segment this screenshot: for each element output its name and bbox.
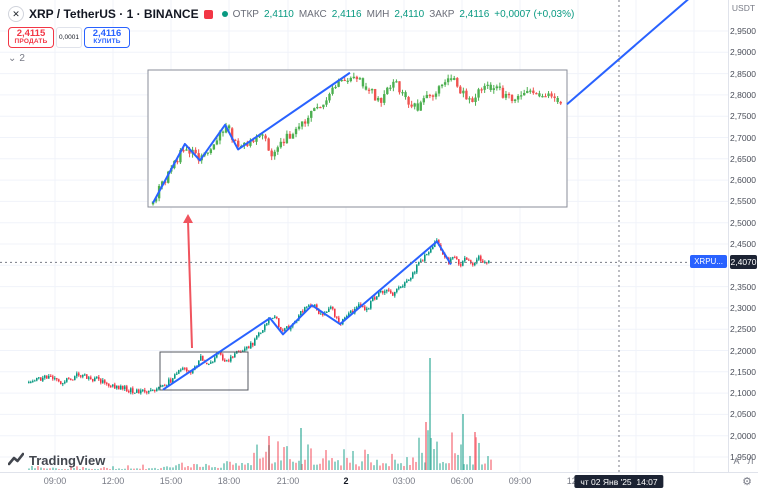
ohlc-close-value: 2,4116 (459, 8, 490, 20)
ohlc-row: ОТКР 2,4110 МАКС 2,4116 МИН 2,4110 ЗАКР 2,41… (233, 9, 575, 20)
series-price-label[interactable]: XRPU... (690, 255, 727, 269)
time-tick-label: 2 (343, 476, 349, 486)
ohlc-high-label: МАКС (298, 8, 327, 20)
zoom-inset-box (147, 69, 568, 208)
xrp-logo-icon: ✕ (8, 6, 24, 22)
time-tick-label: 09:00 (43, 476, 67, 486)
price-tick-label: 2,6500 (730, 153, 756, 164)
price-tick-label: 2,7000 (730, 132, 756, 143)
tradingview-logo-text: TradingView (29, 452, 106, 468)
symbol-title[interactable]: XRP / TetherUS · 1 · BINANCE (29, 7, 199, 21)
object-tree-count: 2 (19, 53, 25, 64)
price-axis[interactable]: USDT 2,9500 2,9000 2,8500 2,8000 2,7500 2,700… (728, 0, 758, 472)
gear-icon[interactable]: ⚙ (742, 476, 752, 488)
red-marker-icon[interactable] (203, 9, 213, 19)
chart-canvas[interactable] (0, 0, 728, 472)
chevron-down-icon: ⌄ (8, 52, 17, 64)
zoom-arrow (187, 220, 193, 349)
time-axis[interactable]: 09:00 12:00 15:00 18:00 21:00 2 03:00 06:00 09:0… (0, 472, 758, 490)
time-tick-label: 12:00 (101, 476, 125, 486)
zoom-source-box (159, 351, 249, 391)
price-tick-label: 2,5500 (730, 196, 756, 207)
time-tick-label: 15:00 (159, 476, 183, 486)
time-tick-label: 03:00 (392, 476, 416, 486)
inset-trend-line (152, 71, 351, 204)
price-tick-label: 2,6000 (730, 175, 756, 186)
ohlc-close-label: ЗАКР (429, 8, 455, 20)
price-tick-label: 2,2000 (730, 345, 756, 356)
price-tick-label: 2,1500 (730, 366, 756, 377)
price-tick-label: 2,9500 (730, 26, 756, 36)
time-tick-label: 09:00 (508, 476, 532, 486)
zoom-arrow-head (183, 214, 193, 223)
trend-line (162, 240, 452, 391)
spread-value: 0,0001 (56, 27, 82, 48)
auto-scale-toggle[interactable]: А (733, 456, 740, 466)
legend-collapse-toggle[interactable]: ⌄ 2 (8, 53, 36, 64)
buy-price: 2,4116 (92, 28, 122, 40)
time-tick-label: 18:00 (217, 476, 241, 486)
ohlc-open-value: 2,4110 (263, 8, 294, 20)
sell-price: 2,4115 (16, 28, 46, 40)
time-tick-label: 21:00 (276, 476, 300, 486)
sell-button[interactable]: 2,4115 ПРОДАТЬ (8, 27, 54, 48)
ohlc-low-label: МИН (366, 8, 390, 20)
price-tick-label: 2,9000 (730, 47, 756, 58)
ohlc-low-value: 2,4110 (394, 8, 425, 20)
scale-toggles: А Л (729, 456, 758, 466)
price-tick-label: 1,9500 (730, 452, 756, 462)
ohlc-change-value: +0,0007 (+0,03%) (494, 8, 575, 20)
currency-label[interactable]: USDT (731, 3, 756, 13)
ohlc-open-label: ОТКР (232, 8, 259, 20)
tradingview-logo[interactable]: TradingView (8, 452, 105, 468)
price-tick-label: 2,8500 (730, 68, 756, 79)
crosshair-time-badge: чт 02 Янв '25 14:07 (574, 475, 664, 488)
price-tick-label: 2,1000 (730, 388, 756, 399)
market-status-dot-icon (221, 11, 228, 17)
ohlc-high-value: 2,4116 (331, 8, 362, 20)
price-tick-label: 2,3500 (730, 281, 756, 292)
time-tick-label: 06:00 (450, 476, 474, 486)
chart-header: ✕ XRP / TetherUS · 1 · BINANCE ОТКР 2,411… (8, 6, 574, 64)
price-tick-label: 2,7500 (730, 111, 756, 122)
tradingview-logo-icon (8, 452, 24, 466)
price-tick-label: 2,8000 (730, 89, 756, 100)
buy-label: КУПИТЬ (93, 38, 121, 46)
buy-button[interactable]: 2,4116 КУПИТЬ (84, 27, 130, 48)
sell-label: ПРОДАТЬ (14, 38, 48, 46)
price-tick-label: 2,3000 (730, 302, 756, 313)
price-tick-label: 2,2500 (730, 324, 756, 335)
price-tick-label: 2,0500 (730, 409, 756, 420)
log-scale-toggle[interactable]: Л (747, 456, 754, 466)
crosshair-price-badge: 2,4070 (730, 255, 757, 270)
projection-line (566, 0, 689, 106)
price-tick-label: 2,0000 (730, 430, 756, 441)
price-tick-label: 2,5000 (730, 217, 756, 228)
price-tick-label: 2,4500 (730, 239, 756, 249)
